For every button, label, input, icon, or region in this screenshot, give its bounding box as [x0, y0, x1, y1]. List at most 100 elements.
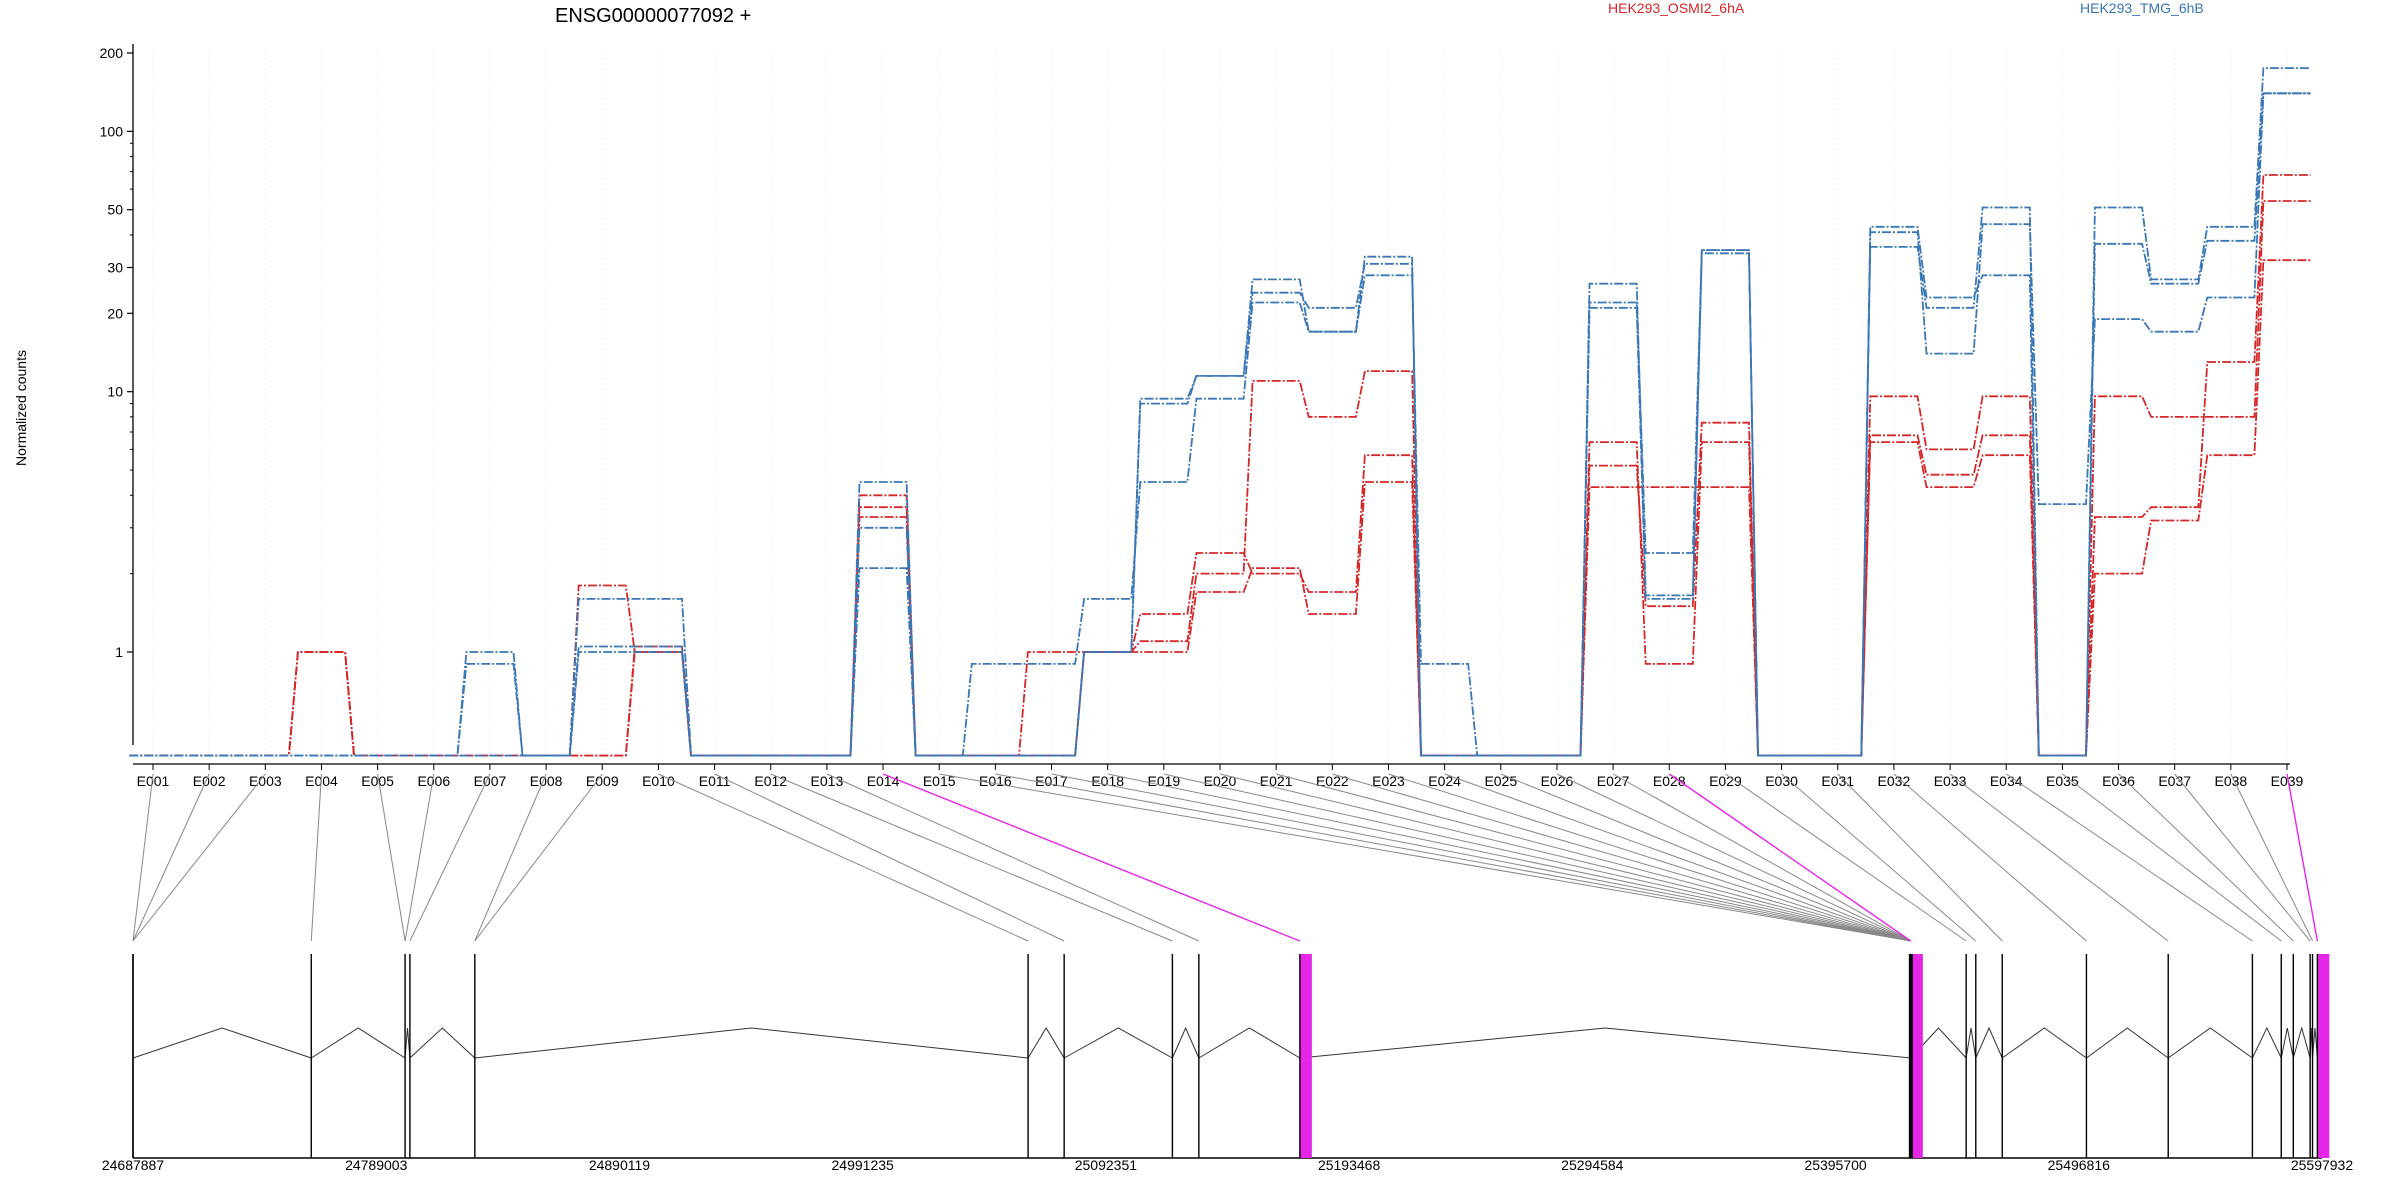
- exon-link-e010: [658, 773, 1029, 942]
- genome-tick-label: 25294584: [1561, 1157, 1624, 1173]
- series-line-6: [129, 92, 2311, 757]
- series-lines: [129, 67, 2311, 757]
- exon-link-e031: [1837, 773, 2003, 942]
- y-tick-label: 30: [107, 259, 123, 275]
- intron-connector: [1198, 1027, 1301, 1059]
- series-line-5: [129, 67, 2311, 757]
- x-tick-label-e004: E004: [305, 773, 338, 789]
- exon-link-e025: [1500, 773, 1912, 942]
- genome-tick-label: 25496816: [2048, 1157, 2111, 1173]
- exon-link-e019: [1163, 773, 1911, 942]
- exon-link-e024: [1444, 773, 1912, 942]
- exon-link-e017: [1051, 773, 1911, 942]
- x-tick-label-e033: E033: [1934, 773, 1967, 789]
- x-tick-label-e016: E016: [979, 773, 1012, 789]
- x-tick-label-e009: E009: [586, 773, 619, 789]
- x-tick-label-e011: E011: [699, 773, 731, 789]
- exon-link-e038: [2230, 773, 2313, 942]
- intron-connector: [2312, 1027, 2318, 1059]
- intron-connector: [311, 1027, 406, 1059]
- exon-link-e015: [939, 773, 1911, 942]
- y-tick-label: 50: [107, 202, 123, 218]
- intron-connector: [1975, 1026, 2003, 1059]
- x-tick-label-e026: E026: [1541, 773, 1574, 789]
- highlighted-exon-block: [1299, 954, 1312, 1158]
- x-tick-label-e039: E039: [2271, 773, 2304, 789]
- x-tick-label-e007: E007: [474, 773, 507, 789]
- x-tick-label-e003: E003: [249, 773, 282, 789]
- y-tick-label: 20: [107, 305, 123, 321]
- x-tick-label-e006: E006: [417, 773, 450, 789]
- x-tick-label-e038: E038: [2214, 773, 2247, 789]
- x-tick-label-e013: E013: [811, 773, 844, 789]
- exon-link-e026: [1556, 773, 1912, 942]
- intron-connector: [409, 1027, 476, 1059]
- exon-link-e014: [882, 773, 1301, 942]
- intron-connector: [1299, 1027, 1911, 1059]
- y-tick-label: 100: [100, 123, 124, 139]
- x-tick-label-e030: E030: [1765, 773, 1798, 789]
- genome-tick-label: 25597932: [2291, 1157, 2354, 1173]
- exon-link-e020: [1219, 773, 1911, 942]
- exon-link-e004: [310, 773, 322, 942]
- axes: 1 10 20 30 50 100 200 E001 E002 E003 E004 E005 E006 E…: [100, 44, 2304, 789]
- x-tick-label-e018: E018: [1091, 773, 1124, 789]
- intron-connector: [1171, 1026, 1200, 1059]
- exon-link-e037: [2174, 773, 2311, 942]
- exon-link-e034: [2005, 773, 2253, 942]
- intron-connector: [2167, 1027, 2253, 1059]
- x-tick-label-e022: E022: [1316, 773, 1349, 789]
- x-tick-label-e037: E037: [2158, 773, 2191, 789]
- exon-links: [132, 773, 2319, 942]
- x-tick-label-e035: E035: [2046, 773, 2079, 789]
- exon-link-e039: [2286, 773, 2319, 942]
- gene-model: 24687887 24789003 24890119 24991235 25092351…: [102, 954, 2354, 1173]
- exon-link-e027: [1612, 773, 1912, 942]
- y-tick-label: 200: [100, 45, 124, 61]
- x-tick-label-e002: E002: [193, 773, 226, 789]
- exon-link-e021: [1276, 773, 1911, 942]
- exon-link-e022: [1332, 773, 1911, 942]
- intron-connector: [1027, 1027, 1065, 1059]
- intron-connector: [2280, 1027, 2294, 1059]
- x-tick-label-e014: E014: [867, 773, 900, 789]
- x-tick-label-e024: E024: [1428, 773, 1461, 789]
- x-tick-label-e017: E017: [1035, 773, 1068, 789]
- exon-link-e009: [474, 773, 603, 942]
- exon-link-e008: [474, 773, 547, 942]
- intron-connector: [2001, 1027, 2087, 1059]
- exon-link-e018: [1107, 773, 1911, 942]
- y-axis-label: Normalized counts: [13, 350, 29, 466]
- genome-tick-label: 24789003: [345, 1157, 408, 1173]
- exon-link-e003: [132, 773, 266, 942]
- genome-tick-label: 25092351: [1075, 1157, 1138, 1173]
- genome-tick-label: 24687887: [102, 1157, 165, 1173]
- x-tick-label-e028: E028: [1653, 773, 1686, 789]
- legend-entry-osmi2: HEK293_OSMI2_6hA: [1608, 0, 1745, 16]
- exon-link-e013: [826, 773, 1200, 942]
- x-tick-label-e032: E032: [1878, 773, 1911, 789]
- x-tick-label-e025: E025: [1484, 773, 1517, 789]
- y-tick-label: 10: [107, 384, 123, 400]
- intron-connector: [1063, 1027, 1173, 1059]
- clustered-exon-block: [1908, 954, 1913, 1158]
- exon-link-e030: [1781, 773, 1977, 942]
- x-tick-label-e008: E008: [530, 773, 563, 789]
- exon-link-e028: [1668, 773, 1912, 942]
- exon-link-e006: [404, 773, 435, 942]
- exon-link-e011: [714, 773, 1065, 942]
- x-tick-label-e029: E029: [1709, 773, 1742, 789]
- highlighted-exon-block: [2317, 954, 2330, 1158]
- x-tick-label-e019: E019: [1147, 773, 1180, 789]
- x-tick-label-e012: E012: [754, 773, 787, 789]
- genome-tick-label: 24890119: [589, 1157, 650, 1173]
- genome-tick-label: 25193468: [1318, 1157, 1381, 1173]
- intron-connector: [404, 1027, 411, 1059]
- intron-connector: [474, 1027, 1029, 1059]
- y-tick-label: 1: [115, 644, 123, 660]
- exon-link-e029: [1725, 773, 1967, 942]
- exon-link-e007: [409, 773, 491, 942]
- exon-link-e023: [1388, 773, 1911, 942]
- genome-tick-label: 25395700: [1804, 1157, 1867, 1173]
